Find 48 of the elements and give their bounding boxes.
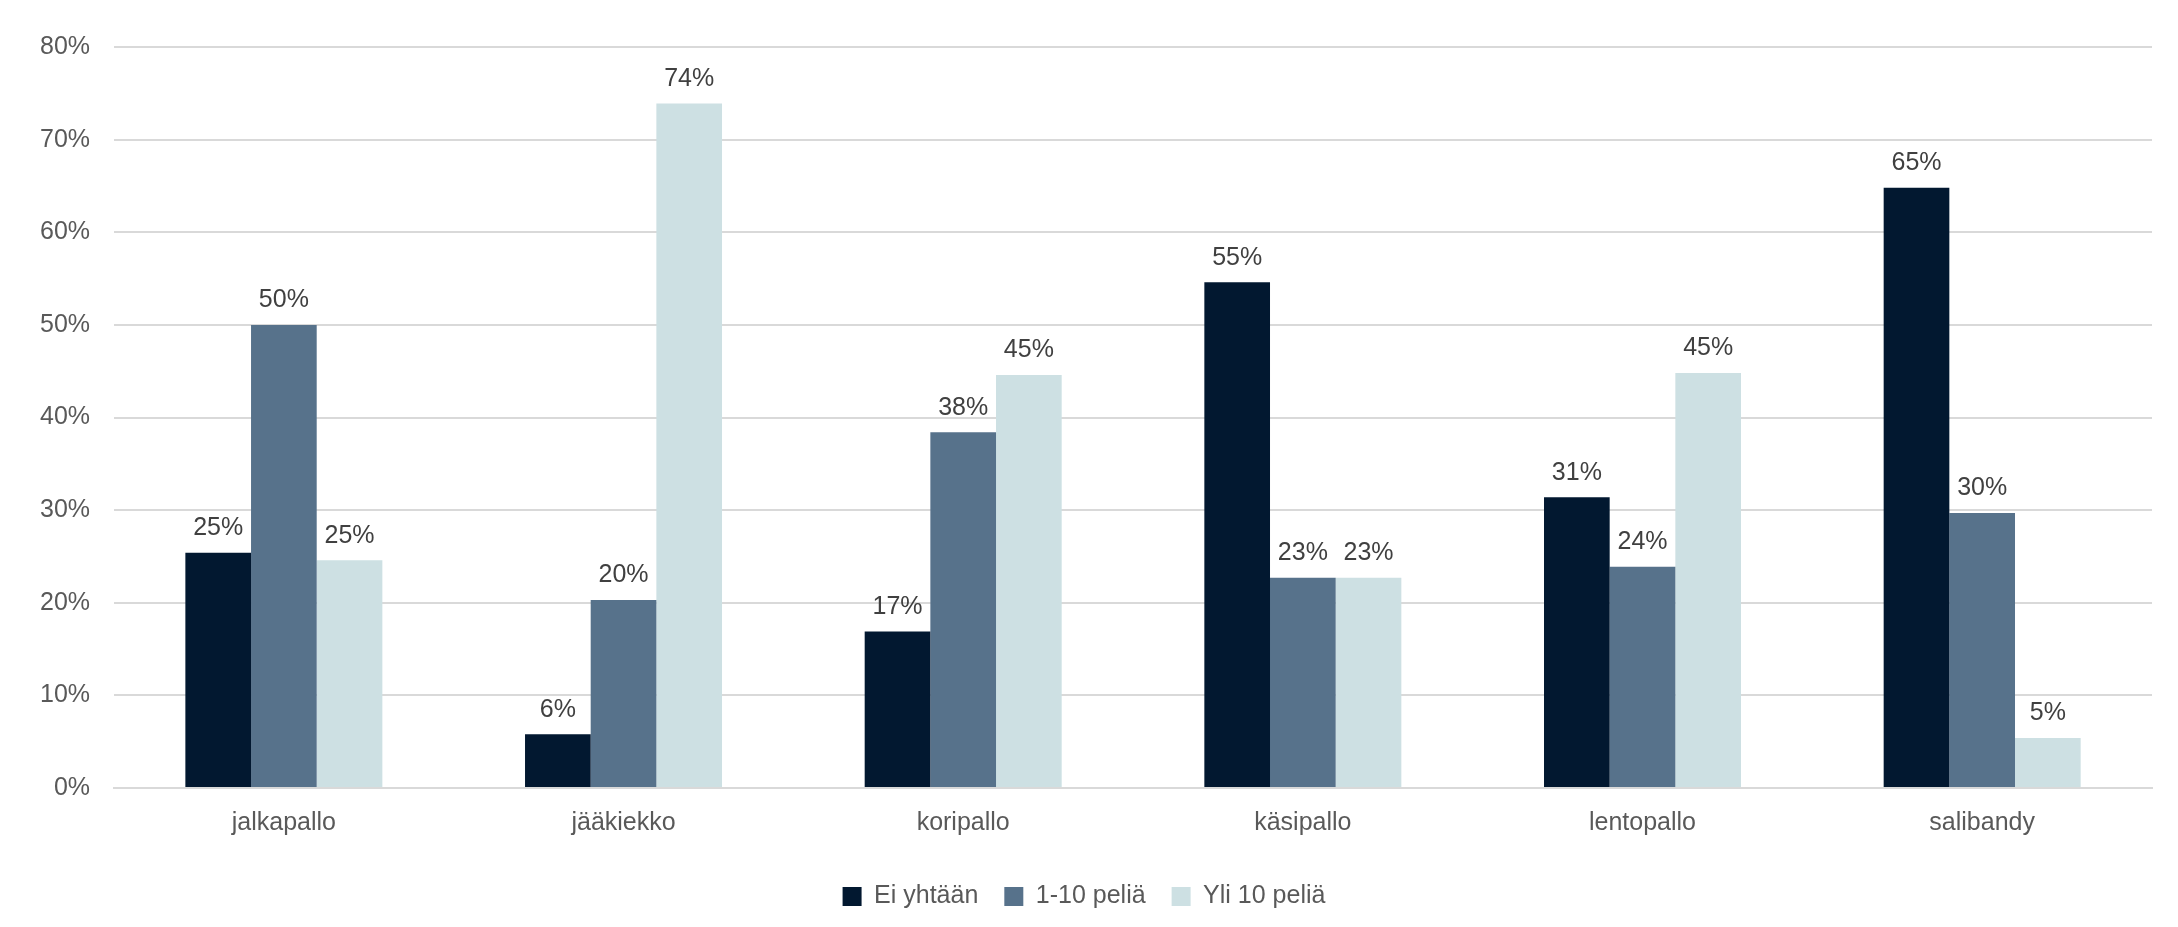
data-label: 55% — [1212, 241, 1263, 270]
data-label: 50% — [258, 284, 309, 313]
y-tick-label: 20% — [39, 586, 91, 615]
y-tick-label: 10% — [39, 679, 91, 708]
data-label: 38% — [938, 391, 989, 420]
data-label: 23% — [1277, 537, 1328, 566]
x-tick-label: salibandy — [1929, 806, 2036, 835]
legend-label: Yli 10 peliä — [1203, 880, 1326, 909]
legend-label: 1-10 peliä — [1035, 880, 1146, 909]
bar — [1949, 512, 2015, 787]
y-tick-label: 0% — [53, 771, 91, 800]
data-label: 6% — [539, 693, 576, 722]
data-label: 25% — [193, 512, 244, 541]
y-tick-label: 70% — [39, 123, 91, 152]
bar — [864, 631, 931, 787]
bar — [1204, 282, 1271, 787]
data-label: 74% — [664, 62, 715, 91]
data-label: 24% — [1617, 526, 1668, 555]
data-label: 17% — [872, 590, 923, 619]
y-tick-label: 60% — [39, 216, 91, 245]
data-label: 20% — [598, 559, 649, 588]
data-label: 65% — [1891, 147, 1942, 176]
x-tick-label: käsipallo — [1254, 806, 1352, 835]
y-tick-label: 40% — [39, 401, 91, 430]
y-tick-label: 50% — [39, 308, 91, 337]
x-tick-label: koripallo — [916, 806, 1010, 835]
x-tick-label: lentopallo — [1588, 806, 1697, 835]
data-label: 45% — [1683, 332, 1734, 361]
data-label: 23% — [1343, 537, 1394, 566]
bar — [1544, 497, 1610, 787]
bar — [185, 552, 252, 787]
data-label: 45% — [1003, 334, 1054, 363]
data-label: 30% — [1957, 472, 2008, 501]
bar — [1270, 577, 1336, 787]
data-label: 5% — [2029, 697, 2066, 726]
legend-label: Ei yhtään — [874, 880, 979, 909]
x-tick-label: jalkapallo — [230, 806, 336, 835]
bar — [525, 734, 591, 787]
data-label: 25% — [324, 519, 375, 548]
bar — [930, 432, 997, 787]
bar — [251, 324, 317, 787]
bar — [1609, 566, 1676, 787]
data-label: 31% — [1551, 456, 1602, 485]
bar — [1883, 187, 1950, 787]
bar — [590, 599, 657, 787]
y-tick-label: 30% — [39, 494, 91, 523]
x-tick-label: jääkiekko — [570, 806, 676, 835]
y-tick-label: 80% — [39, 30, 91, 59]
